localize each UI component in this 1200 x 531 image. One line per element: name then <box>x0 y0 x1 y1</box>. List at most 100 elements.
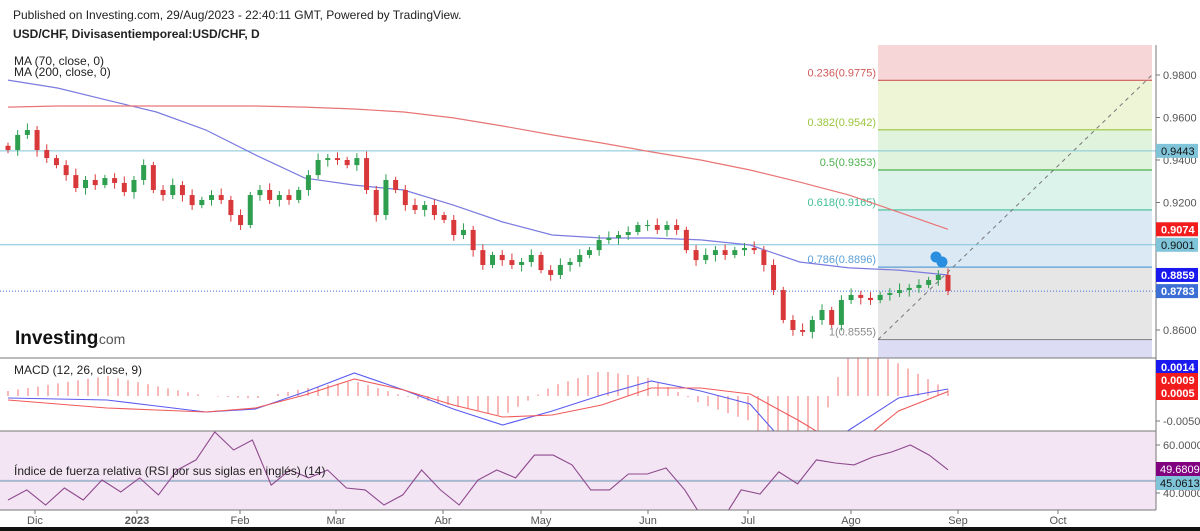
candle-body <box>354 158 360 166</box>
fib-level-label: 1(0.8555) <box>829 327 876 339</box>
price-badge <box>1156 284 1198 299</box>
ma70-line[interactable] <box>7 79 949 276</box>
signal-line[interactable] <box>7 378 949 451</box>
candle-body <box>364 158 370 190</box>
candle-body <box>586 250 592 255</box>
pattern-markers[interactable] <box>930 251 948 268</box>
candle-body <box>402 189 408 206</box>
fib-zone <box>878 169 1152 210</box>
candle-body <box>916 284 922 288</box>
candle-body <box>703 254 709 261</box>
fib-level-label: 0.236(0.9775) <box>808 67 877 79</box>
candle-body <box>897 290 903 294</box>
ma200-line[interactable] <box>7 105 949 230</box>
candle-body <box>102 178 108 186</box>
candle-body <box>509 260 515 265</box>
candle-body <box>470 229 476 251</box>
candle-body <box>557 264 563 275</box>
axis-tick-label: 0.9200 <box>1163 198 1197 210</box>
price-badge <box>1156 360 1198 374</box>
legend-macd[interactable]: MACD (12, 26, close, 9) <box>14 363 143 377</box>
legend-rsi[interactable]: Índice de fuerza relativa (RSI por sus s… <box>14 464 326 478</box>
fib-level-label: 0.382(0.9542) <box>808 117 877 129</box>
candle-body <box>906 287 912 291</box>
price-badge-label: 0.9001 <box>1161 240 1195 252</box>
candle-body <box>528 254 534 262</box>
candle-body <box>238 215 244 226</box>
candle-body <box>693 250 699 261</box>
rsi-badge <box>1156 462 1200 476</box>
candle-body <box>150 165 156 190</box>
x-tick-label: Jul <box>741 515 755 527</box>
fib-zone <box>878 129 1152 170</box>
candle-body <box>945 274 951 292</box>
price-badge-label: 0.0009 <box>1161 375 1195 387</box>
axis-tick-label: -0.0050 <box>1163 416 1200 428</box>
candle-body <box>53 158 59 166</box>
candle-body <box>228 199 234 216</box>
candle-body <box>771 264 777 291</box>
candle-body <box>761 250 767 265</box>
candle-body <box>867 297 873 301</box>
legend-ma200[interactable]: MA (200, close, 0) <box>14 65 111 79</box>
candle-body <box>848 294 854 301</box>
candle-body <box>296 189 302 200</box>
legend-ma70[interactable]: MA (70, close, 0) <box>14 54 105 68</box>
candle-body <box>935 274 941 281</box>
candle-body <box>858 294 864 298</box>
price-badge <box>1156 143 1198 158</box>
candle-body <box>247 195 253 226</box>
candle-body <box>189 195 195 206</box>
rsi-background <box>0 431 1156 510</box>
candle-body <box>645 225 651 227</box>
candle-body <box>790 320 796 330</box>
candle-body <box>712 250 718 255</box>
candle-body <box>577 254 583 262</box>
candle-body <box>887 293 893 295</box>
candle-body <box>422 205 428 210</box>
price-badge-label: 0.9074 <box>1161 224 1196 236</box>
x-tick-label: 2023 <box>125 515 149 527</box>
candle-body <box>809 320 815 332</box>
candle-body <box>819 310 825 321</box>
candle-body <box>267 189 273 200</box>
axis-tick-label: 0.8600 <box>1163 325 1197 337</box>
fibonacci-retracement[interactable]: 0.236(0.9775) 0.382(0.9542) 0.5(0.9353) 0.6… <box>808 45 1153 358</box>
fib-level-label: 0.5(0.9353) <box>820 157 876 169</box>
candle-body <box>73 175 79 189</box>
candle-body <box>286 195 292 200</box>
price-badge-label: 0.8859 <box>1161 270 1195 282</box>
price-badge <box>1156 267 1198 282</box>
candle-body <box>373 189 379 216</box>
logo-suffix: .com <box>95 331 125 347</box>
x-tick-label: May <box>531 515 552 527</box>
candle-body <box>519 262 525 265</box>
candle-body <box>15 134 21 151</box>
candle-body <box>596 239 602 251</box>
fib-zone <box>878 80 1152 130</box>
price-badge-label: 0.9443 <box>1161 146 1195 158</box>
fib-zone <box>878 339 1152 358</box>
p-marker-icon[interactable] <box>936 256 948 268</box>
candle-body <box>674 225 680 230</box>
investing-logo: Investing .com <box>15 328 125 349</box>
candle-body <box>305 175 311 190</box>
rsi-badge-label: 45.0613 <box>1160 478 1200 490</box>
candle-body <box>567 262 573 265</box>
x-tick-label: Oct <box>1049 515 1066 527</box>
rsi-line[interactable] <box>7 431 949 520</box>
x-tick-label: Mar <box>327 515 346 527</box>
macd-line[interactable] <box>7 372 949 460</box>
bottom-border <box>0 527 1200 531</box>
candle-body <box>412 205 418 210</box>
candle-body <box>160 189 166 196</box>
axis-tick-label: 0.9400 <box>1163 155 1197 167</box>
candle-body <box>141 165 147 180</box>
rsi-badge-label: 49.6809 <box>1160 464 1200 476</box>
candle-body <box>83 179 89 189</box>
candle-body <box>393 179 399 190</box>
candle-body <box>654 225 660 230</box>
candle-body <box>635 225 641 233</box>
fib-level-label: 0.618(0.9165) <box>808 197 877 209</box>
